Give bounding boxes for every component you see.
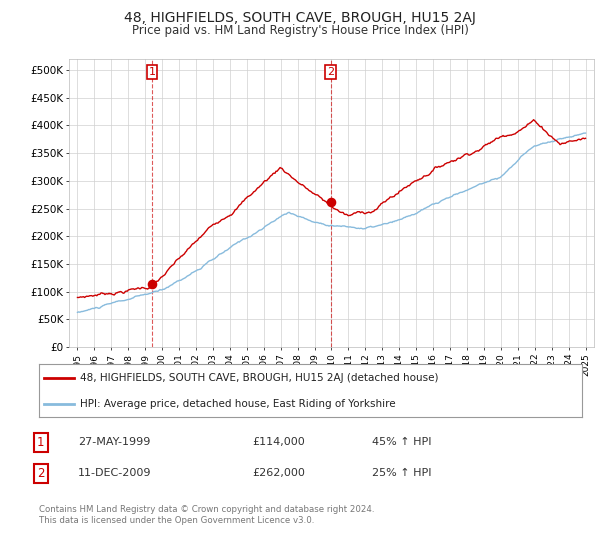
Text: Contains HM Land Registry data © Crown copyright and database right 2024.
This d: Contains HM Land Registry data © Crown c… [39,505,374,525]
Text: 2: 2 [37,466,44,480]
Text: 27-MAY-1999: 27-MAY-1999 [78,437,151,447]
Point [326,198,335,207]
Text: 25% ↑ HPI: 25% ↑ HPI [372,468,431,478]
Text: 11-DEC-2009: 11-DEC-2009 [78,468,151,478]
Text: HPI: Average price, detached house, East Riding of Yorkshire: HPI: Average price, detached house, East… [80,399,395,409]
Text: 45% ↑ HPI: 45% ↑ HPI [372,437,431,447]
Text: 1: 1 [148,67,155,77]
Text: Price paid vs. HM Land Registry's House Price Index (HPI): Price paid vs. HM Land Registry's House … [131,24,469,36]
Text: 1: 1 [37,436,44,449]
Text: £262,000: £262,000 [252,468,305,478]
Text: 48, HIGHFIELDS, SOUTH CAVE, BROUGH, HU15 2AJ (detached house): 48, HIGHFIELDS, SOUTH CAVE, BROUGH, HU15… [80,374,438,384]
Text: £114,000: £114,000 [252,437,305,447]
Text: 2: 2 [327,67,334,77]
Point [147,279,157,288]
Text: 48, HIGHFIELDS, SOUTH CAVE, BROUGH, HU15 2AJ: 48, HIGHFIELDS, SOUTH CAVE, BROUGH, HU15… [124,11,476,25]
